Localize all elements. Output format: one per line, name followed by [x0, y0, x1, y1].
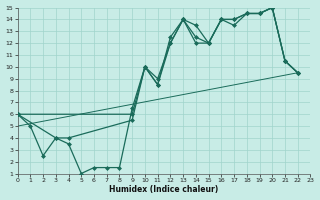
- X-axis label: Humidex (Indice chaleur): Humidex (Indice chaleur): [109, 185, 219, 194]
